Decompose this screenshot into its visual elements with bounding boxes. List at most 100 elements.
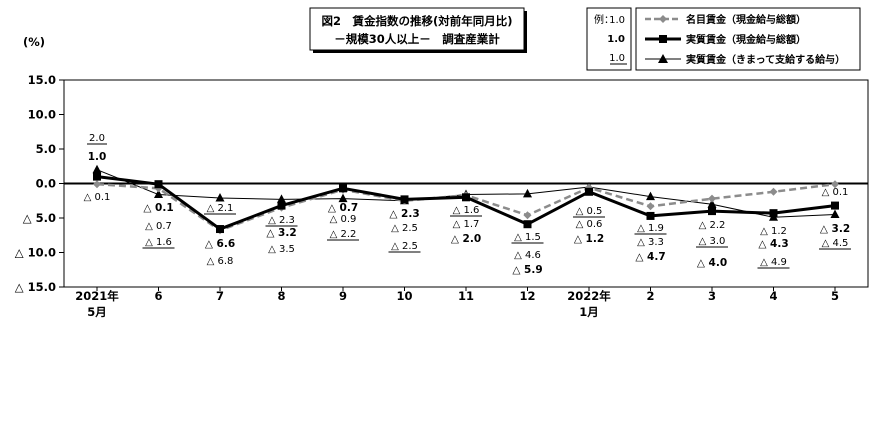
data-label-real: △ 0.1 bbox=[143, 202, 173, 214]
data-label-nominal: △ 1.2 bbox=[760, 226, 787, 237]
x-tick-label: 6 bbox=[154, 289, 162, 303]
x-tick-label: 2 bbox=[646, 289, 654, 303]
data-label-scheduled: △ 2.2 bbox=[330, 229, 357, 240]
legend-real-label: 実質賃金（現金給与総額） bbox=[686, 33, 806, 46]
title-box-shadow-right bbox=[524, 11, 527, 53]
x-tick-label: 3 bbox=[708, 289, 716, 303]
nominal-point bbox=[831, 180, 839, 189]
data-label-scheduled: △ 2.5 bbox=[391, 241, 418, 252]
real-point bbox=[339, 184, 347, 193]
nominal-point bbox=[769, 187, 778, 196]
nominal-point bbox=[708, 194, 716, 203]
data-label-scheduled: △ 2.1 bbox=[207, 203, 234, 214]
nominal-point bbox=[523, 211, 532, 220]
x-tick-label: 5月 bbox=[87, 305, 107, 319]
scheduled-point bbox=[277, 194, 286, 203]
data-label-real: △ 4.3 bbox=[758, 238, 788, 250]
chart-subtitle: －規模30人以上－ 調査産業計 bbox=[334, 32, 500, 46]
axes-layer: 15.0 10.0 5.0 0.0 △ 5.0 △ 10.0 △ 15.0 2021年 5月 6 7… bbox=[15, 73, 869, 319]
real-point bbox=[585, 187, 593, 196]
nominal-point bbox=[646, 202, 655, 211]
scheduled-point bbox=[92, 164, 102, 174]
real-point bbox=[769, 209, 778, 218]
real-point bbox=[154, 180, 163, 189]
data-label-real: 1.0 bbox=[88, 151, 107, 163]
data-label-real: △ 2.0 bbox=[451, 233, 481, 245]
data-label-nominal: △ 4.6 bbox=[514, 250, 541, 261]
x-tick-label: 2022年 bbox=[567, 289, 611, 303]
x-tick-label: 12 bbox=[519, 289, 535, 303]
data-label-nominal: △ 0.1 bbox=[84, 192, 111, 203]
x-tick-label: 8 bbox=[277, 289, 285, 303]
data-labels-layer: △ 0.1 △ 0.7 △ 6.8 △ 3.5 △ 0.9 △ 2.5 △ 1.7 △ 4.6… bbox=[84, 133, 851, 276]
scheduled-point bbox=[154, 189, 163, 199]
y-tick-label: △ 5.0 bbox=[23, 211, 56, 225]
data-label-nominal: △ 0.7 bbox=[145, 221, 172, 232]
legend-nominal-label: 名目賃金（現金給与総額） bbox=[686, 13, 806, 26]
legend-scheduled-marker bbox=[658, 54, 668, 63]
real-point bbox=[646, 211, 655, 220]
data-label-nominal: △ 2.5 bbox=[391, 223, 418, 234]
real-point bbox=[216, 225, 224, 234]
data-label-nominal: △ 1.7 bbox=[453, 219, 480, 230]
x-tick-label: 10 bbox=[396, 289, 412, 303]
data-label-nominal: △ 3.5 bbox=[268, 244, 295, 255]
legend-scheduled-label: 実質賃金（きまって支給する給与） bbox=[686, 53, 845, 66]
example-sample-scheduled: 1.0 bbox=[609, 53, 625, 64]
data-label-real: △ 3.2 bbox=[820, 223, 850, 235]
x-tick-label: 11 bbox=[458, 289, 474, 303]
legend-nominal-marker bbox=[659, 15, 667, 23]
real-point bbox=[831, 201, 839, 210]
series-layer bbox=[92, 164, 840, 235]
data-label-scheduled: △ 1.6 bbox=[453, 205, 480, 216]
data-label-nominal: △ 0.6 bbox=[576, 219, 603, 230]
x-tick-label: 2021年 bbox=[75, 289, 119, 303]
x-tick-label: 9 bbox=[339, 289, 347, 303]
example-sample-nominal: 1.0 bbox=[609, 15, 625, 26]
data-label-scheduled: △ 3.0 bbox=[699, 236, 726, 247]
y-unit-label: (%) bbox=[23, 35, 45, 49]
data-label-real: △ 3.2 bbox=[266, 227, 296, 239]
y-tick-label: 15.0 bbox=[28, 73, 56, 87]
label-style-example-box bbox=[586, 7, 632, 71]
data-label-real: △ 0.7 bbox=[328, 202, 358, 214]
scheduled-point bbox=[523, 188, 532, 198]
data-label-scheduled: △ 2.3 bbox=[268, 215, 295, 226]
data-label-real: △ 4.0 bbox=[697, 257, 727, 269]
data-label-scheduled: △ 0.5 bbox=[576, 206, 603, 217]
data-label-nominal: △ 3.3 bbox=[637, 237, 664, 248]
y-tick-label: 10.0 bbox=[28, 108, 56, 122]
data-label-real: △ 6.6 bbox=[205, 238, 235, 250]
data-label-scheduled: △ 1.5 bbox=[514, 232, 541, 243]
data-label-real: △ 2.3 bbox=[389, 208, 419, 220]
real-point bbox=[400, 195, 409, 204]
real-point bbox=[523, 220, 532, 229]
example-sample-real: 1.0 bbox=[607, 34, 625, 45]
real-point bbox=[708, 207, 716, 216]
data-label-real: △ 4.7 bbox=[635, 251, 665, 263]
title-box bbox=[309, 7, 525, 51]
real-point bbox=[462, 193, 470, 202]
x-tick-label: 5 bbox=[831, 289, 839, 303]
scheduled-point bbox=[830, 209, 840, 219]
data-label-scheduled: 2.0 bbox=[89, 133, 105, 144]
data-label-real: △ 5.9 bbox=[512, 264, 542, 276]
legend-real-marker bbox=[659, 35, 667, 43]
chart-title: 図2 賃金指数の推移(対前年同月比) bbox=[321, 14, 512, 28]
y-tick-label: 0.0 bbox=[36, 177, 56, 191]
x-tick-label: 1月 bbox=[579, 305, 599, 319]
data-label-scheduled: △ 4.9 bbox=[760, 257, 787, 268]
x-tick-label: 7 bbox=[216, 289, 224, 303]
data-label-scheduled: △ 1.6 bbox=[145, 237, 172, 248]
example-title: 例： bbox=[594, 13, 614, 26]
data-label-nominal: △ 6.8 bbox=[207, 256, 234, 267]
scheduled-point bbox=[646, 191, 655, 201]
y-tick-label: △ 15.0 bbox=[15, 280, 56, 294]
scheduled-point bbox=[707, 199, 717, 208]
data-label-nominal: △ 2.2 bbox=[699, 220, 726, 231]
real-point bbox=[277, 201, 286, 210]
data-label-nominal: △ 0.1 bbox=[822, 187, 849, 198]
data-label-scheduled: △ 4.5 bbox=[822, 238, 849, 249]
data-label-nominal: △ 0.9 bbox=[330, 214, 357, 225]
